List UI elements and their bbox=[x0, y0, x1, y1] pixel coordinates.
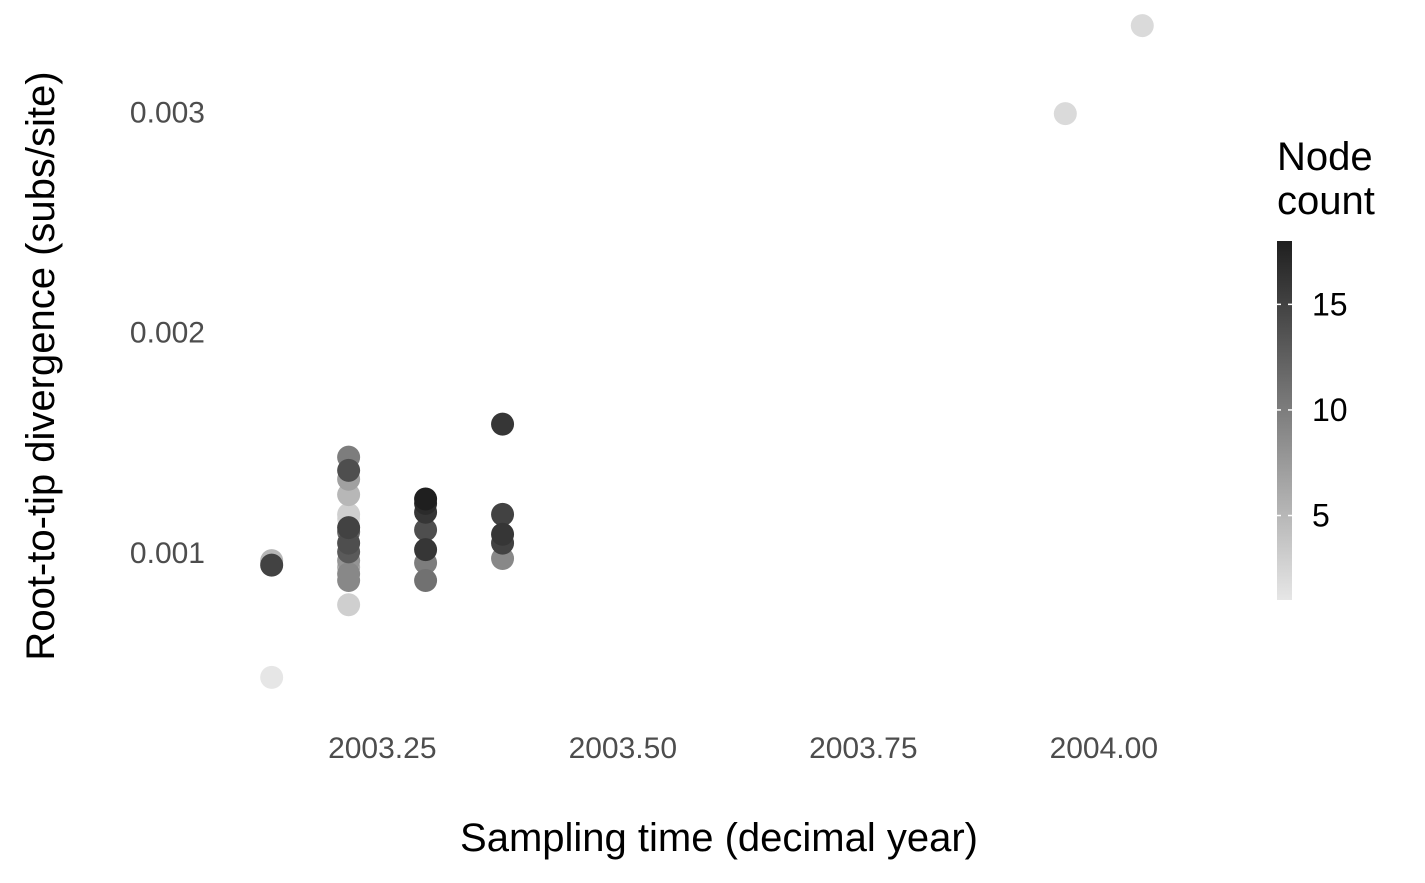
data-point bbox=[414, 538, 438, 562]
data-point bbox=[491, 522, 515, 546]
y-tick-label: 0.001 bbox=[130, 537, 205, 570]
x-axis-title: Sampling time (decimal year) bbox=[460, 816, 978, 860]
legend-colorbar bbox=[1277, 241, 1292, 600]
data-point bbox=[414, 487, 438, 511]
points-layer bbox=[260, 14, 1154, 689]
y-tick-label: 0.002 bbox=[130, 317, 205, 350]
data-point bbox=[491, 502, 515, 526]
x-tick-label: 2004.00 bbox=[1050, 732, 1158, 765]
data-point bbox=[1053, 102, 1077, 126]
legend-title-line-2: count bbox=[1277, 179, 1375, 223]
data-point bbox=[260, 665, 284, 689]
y-axis-title: Root-to-tip divergence (subs/site) bbox=[19, 71, 63, 660]
data-point bbox=[337, 458, 361, 482]
legend-tick-label: 15 bbox=[1312, 286, 1348, 322]
data-point bbox=[337, 568, 361, 592]
y-axis-ticks: 0.001 0.002 0.003 bbox=[130, 96, 205, 569]
data-point bbox=[1130, 14, 1154, 38]
data-point bbox=[337, 516, 361, 540]
data-point bbox=[337, 593, 361, 617]
data-point bbox=[414, 568, 438, 592]
x-axis-ticks: 2003.25 2003.50 2003.75 2004.00 bbox=[328, 732, 1158, 765]
legend-tick-label: 10 bbox=[1312, 392, 1348, 428]
legend-ticks: 5 10 15 bbox=[1277, 286, 1348, 534]
data-point bbox=[414, 518, 438, 542]
data-point bbox=[491, 412, 515, 436]
y-tick-label: 0.003 bbox=[130, 96, 205, 129]
color-legend: Node count 5 10 15 bbox=[1277, 135, 1375, 600]
data-point bbox=[260, 553, 284, 577]
legend-title-line-1: Node bbox=[1277, 135, 1373, 179]
legend-tick-label: 5 bbox=[1312, 498, 1330, 534]
x-tick-label: 2003.25 bbox=[328, 732, 436, 765]
x-tick-label: 2003.75 bbox=[809, 732, 917, 765]
x-tick-label: 2003.50 bbox=[569, 732, 677, 765]
